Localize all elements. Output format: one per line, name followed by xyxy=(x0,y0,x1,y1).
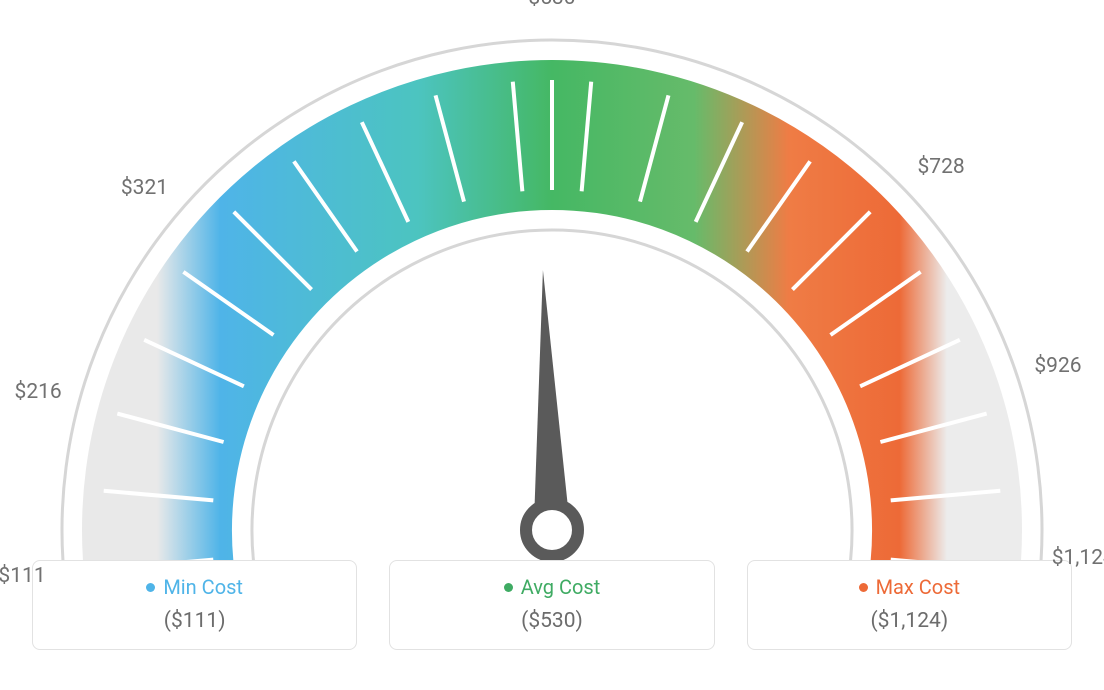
gauge-tick-label: $111 xyxy=(0,564,46,588)
max-cost-card: Max Cost ($1,124) xyxy=(747,560,1072,650)
max-cost-dot-icon xyxy=(859,583,868,592)
avg-cost-title: Avg Cost xyxy=(504,575,601,599)
max-cost-title-text: Max Cost xyxy=(876,575,961,599)
gauge-tick-label: $728 xyxy=(917,155,964,179)
gauge-tick-label: $1,124 xyxy=(1052,546,1104,570)
min-cost-dot-icon xyxy=(146,583,155,592)
avg-cost-title-text: Avg Cost xyxy=(521,575,601,599)
min-cost-card: Min Cost ($111) xyxy=(32,560,357,650)
gauge-tick-label: $926 xyxy=(1034,354,1081,378)
gauge-svg xyxy=(0,0,1104,560)
chart-container: $111 $216 $321 $530 $728 $926 $1,124 Min Cost … xyxy=(0,0,1104,690)
min-cost-title: Min Cost xyxy=(146,575,243,599)
min-cost-title-text: Min Cost xyxy=(163,575,243,599)
avg-cost-card: Avg Cost ($530) xyxy=(389,560,714,650)
max-cost-value: ($1,124) xyxy=(748,609,1071,633)
legend-cards: Min Cost ($111) Avg Cost ($530) Max Cost… xyxy=(0,560,1104,650)
gauge-tick-label: $216 xyxy=(15,380,62,404)
max-cost-title: Max Cost xyxy=(859,575,961,599)
gauge: $111$216$321$530$728$926$1,124 xyxy=(0,0,1104,560)
min-cost-value: ($111) xyxy=(33,609,356,633)
gauge-tick-label: $530 xyxy=(528,0,575,10)
gauge-tick-label: $321 xyxy=(121,176,168,200)
avg-cost-value: ($530) xyxy=(390,609,713,633)
avg-cost-dot-icon xyxy=(504,583,513,592)
